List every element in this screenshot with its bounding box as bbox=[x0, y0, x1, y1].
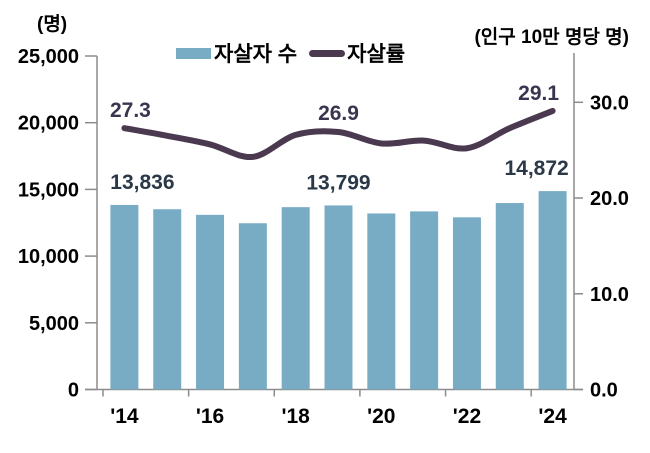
legend-bar-series-label: 자살자 수 bbox=[214, 43, 298, 66]
x-axis-label: '18 bbox=[282, 405, 311, 428]
legend-line-series-label: 자살률 bbox=[347, 43, 406, 66]
bar-15 bbox=[153, 209, 182, 390]
x-axis-label: '16 bbox=[196, 405, 224, 428]
bar-18 bbox=[281, 207, 310, 390]
x-axis-label: '22 bbox=[453, 405, 481, 428]
bar-data-label: 13,799 bbox=[306, 171, 370, 194]
left-axis-tick-label: 20,000 bbox=[18, 113, 79, 135]
left-axis-tick-label: 15,000 bbox=[18, 179, 79, 201]
bar-24 bbox=[538, 191, 567, 390]
left-axis-tick-label: 5,000 bbox=[29, 313, 79, 335]
bar-20 bbox=[367, 213, 396, 390]
left-axis-tick-label: 10,000 bbox=[18, 246, 79, 268]
rate-data-label: 29.1 bbox=[518, 82, 559, 105]
x-axis-label: '14 bbox=[110, 405, 139, 428]
legend: 자살자 수 자살률 bbox=[176, 38, 405, 68]
x-axis-label: '20 bbox=[367, 405, 395, 428]
right-axis-unit-label: (인구 10만 명당 명) bbox=[474, 27, 629, 48]
legend-line-swatch bbox=[309, 49, 346, 57]
bar-14 bbox=[110, 204, 139, 390]
rate-data-label: 27.3 bbox=[110, 99, 151, 122]
bar-22 bbox=[452, 217, 481, 390]
left-axis-tick-label: 25,000 bbox=[18, 46, 79, 68]
left-axis-unit-label: (명) bbox=[37, 14, 68, 35]
bar-data-label: 14,872 bbox=[504, 157, 568, 180]
bar-17 bbox=[238, 223, 267, 390]
suicide-rate-line bbox=[121, 107, 556, 160]
right-axis-tick-label: 20.0 bbox=[590, 188, 629, 210]
x-axis-label: '24 bbox=[538, 405, 567, 428]
legend-bar-swatch bbox=[176, 47, 211, 59]
right-axis-tick-label: 30.0 bbox=[590, 92, 629, 114]
bar-19 bbox=[324, 205, 353, 390]
bar-16 bbox=[196, 214, 225, 390]
bar-data-label: 13,836 bbox=[110, 171, 174, 194]
bar-23 bbox=[495, 203, 524, 390]
right-axis-tick-label: 10.0 bbox=[590, 284, 629, 306]
bar-21 bbox=[410, 211, 439, 390]
left-axis-tick-label: 0 bbox=[68, 380, 79, 402]
right-axis-tick-label: 0.0 bbox=[590, 380, 618, 402]
rate-data-label: 26.9 bbox=[318, 102, 359, 125]
